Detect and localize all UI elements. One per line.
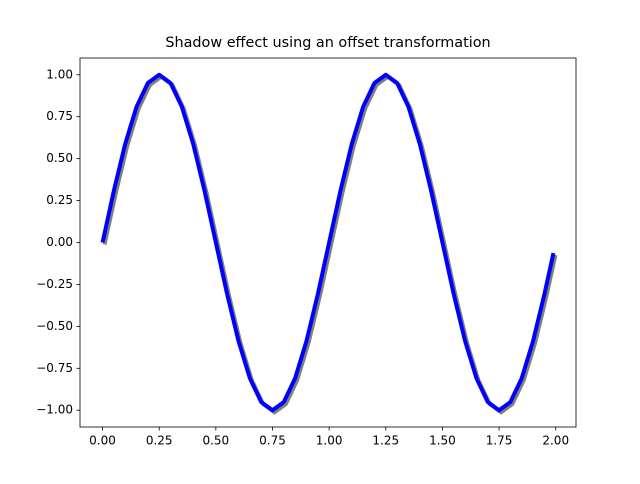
chart-title: Shadow effect using an offset transforma… <box>165 35 490 51</box>
x-tick-label: 0.00 <box>89 434 116 448</box>
line <box>100 72 556 413</box>
x-tick-label: 0.50 <box>202 434 229 448</box>
y-tick-label: −1.00 <box>36 403 73 417</box>
y-tick-label: 0.75 <box>46 109 73 123</box>
x-tick-label: 0.75 <box>259 434 286 448</box>
x-tick-label: 2.00 <box>542 434 569 448</box>
x-tick-label: 1.75 <box>486 434 513 448</box>
y-tick-label: −0.75 <box>36 361 73 375</box>
y-tick-label: 0.00 <box>46 235 73 249</box>
x-tick-label: 1.25 <box>372 434 399 448</box>
x-tick-label: 1.00 <box>316 434 343 448</box>
y-tick-label: 1.00 <box>46 67 73 81</box>
y-tick-label: −0.50 <box>36 319 73 333</box>
plot-frame <box>79 57 577 428</box>
x-tick-label: 1.50 <box>429 434 456 448</box>
y-tick-label: −0.25 <box>36 277 73 291</box>
x-tick-label: 0.25 <box>146 434 173 448</box>
y-tick-label: 0.50 <box>46 151 73 165</box>
y-tick-label: 0.25 <box>46 193 73 207</box>
